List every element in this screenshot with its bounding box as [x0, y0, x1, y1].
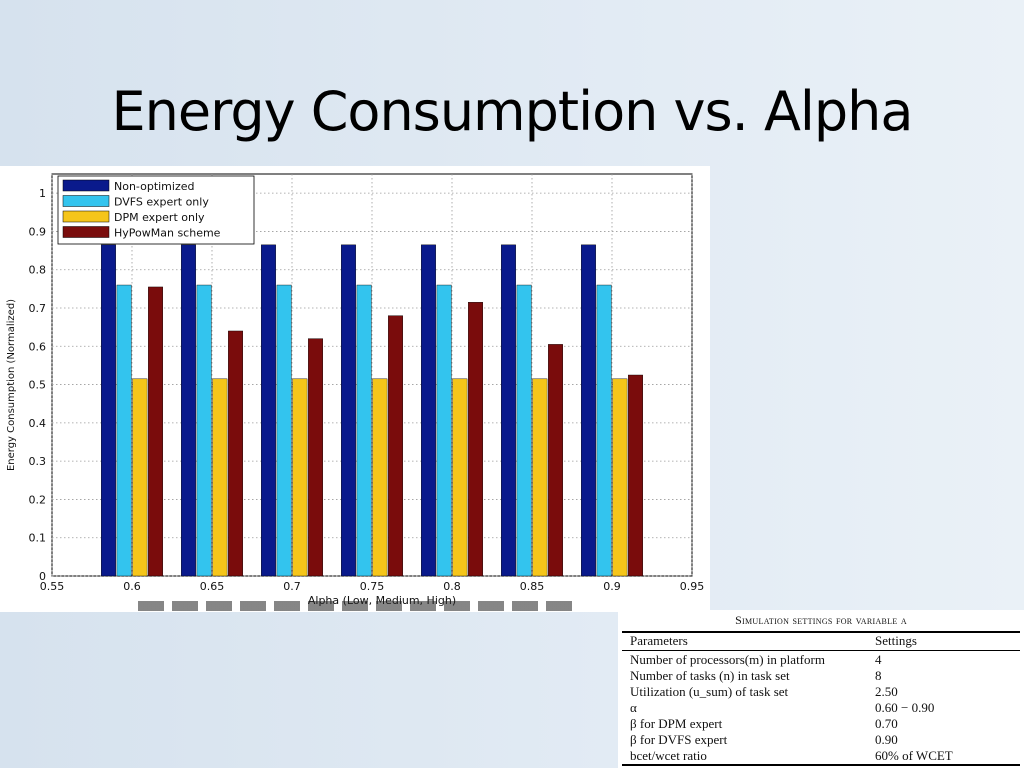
table-row: Number of processors(m) in platform 4	[630, 652, 1020, 668]
bar	[292, 378, 308, 577]
x-tick-label: 0.7	[283, 580, 301, 593]
bar	[372, 378, 388, 577]
y-tick-label: 0.8	[29, 264, 47, 277]
y-tick-label: 0	[39, 570, 46, 583]
table-caption: Simulation settings for variable α	[735, 613, 907, 627]
table-cell-parameter: β for DPM expert	[630, 716, 723, 731]
x-tick-label: 0.8	[443, 580, 461, 593]
legend-label: HyPowMan scheme	[114, 227, 221, 240]
table-cell-setting: 2.50	[875, 684, 898, 699]
table-cell-setting: 0.90	[875, 732, 898, 747]
legend-swatch	[62, 195, 110, 207]
y-tick-label: 0.6	[29, 340, 47, 353]
table-header-parameters: Parameters	[630, 633, 688, 648]
bar	[532, 378, 548, 577]
bar	[261, 244, 276, 577]
bar	[468, 302, 483, 577]
bar	[341, 244, 356, 577]
bar	[100, 244, 116, 577]
bar	[628, 374, 643, 577]
table-cell-parameter: Number of processors(m) in platform	[630, 652, 825, 667]
chart-figure: 0 0.1 0.2 0.3 0.4 0.5 0.6 0.7 0.8 0.9 1 0.55 0.6 0.65…	[0, 166, 710, 612]
x-tick-label: 0.75	[360, 580, 385, 593]
bar	[421, 244, 436, 577]
y-tick-label: 0.9	[29, 225, 47, 238]
table-bottom-rule	[622, 764, 1020, 766]
table-cell-parameter: β for DVFS expert	[630, 732, 728, 747]
bar	[548, 344, 563, 577]
bar	[148, 286, 164, 577]
bar	[212, 378, 228, 577]
table-header-rule	[622, 650, 1020, 651]
table-cell-parameter: Number of tasks (n) in task set	[630, 668, 790, 683]
x-tick-label: 0.6	[123, 580, 141, 593]
bar	[501, 244, 516, 577]
y-axis-label: Energy Consumption (Normalized)	[6, 299, 17, 471]
bar	[196, 284, 212, 577]
bar	[612, 378, 628, 577]
bar	[436, 284, 452, 577]
x-tick-label: 0.85	[520, 580, 545, 593]
bar	[308, 338, 323, 577]
bar	[388, 315, 403, 577]
bar	[116, 284, 132, 577]
simulation-settings-table: Simulation settings for variable α Param…	[618, 610, 1024, 768]
legend-swatch	[62, 179, 110, 192]
table-cell-setting: 4	[875, 652, 882, 667]
bar	[596, 284, 612, 577]
table-row: β for DPM expert 0.70	[630, 716, 1020, 732]
legend-label: DPM expert only	[114, 211, 205, 224]
bar	[180, 244, 196, 577]
y-tick-label: 0.7	[29, 302, 47, 315]
energy-bar-chart: 0 0.1 0.2 0.3 0.4 0.5 0.6 0.7 0.8 0.9 1 0.55 0.6 0.65…	[6, 173, 705, 607]
legend-label: Non-optimized	[114, 180, 194, 193]
y-tick-label: 0.4	[29, 417, 47, 430]
slide-title: Energy Consumption vs. Alpha	[111, 80, 914, 143]
table-cell-parameter: bcet/wcet ratio	[630, 748, 707, 763]
table-header-row: Parameters Settings	[630, 633, 1020, 649]
y-tick-label: 0.1	[29, 532, 47, 545]
table-header-settings: Settings	[875, 633, 917, 648]
table-cell-setting: 60% of WCET	[875, 748, 953, 763]
bar	[452, 378, 468, 577]
y-tick-label: 0.3	[29, 455, 47, 468]
table-cell-setting: 0.70	[875, 716, 898, 731]
legend-label: DVFS expert only	[114, 196, 209, 209]
bar	[228, 330, 244, 577]
x-tick-label: 0.55	[40, 580, 65, 593]
figure-caption-blurred	[138, 601, 578, 611]
table-top-rule	[622, 631, 1020, 633]
x-tick-label: 0.65	[200, 580, 225, 593]
table-cell-parameter: Utilization (u_sum) of task set	[630, 684, 789, 699]
x-tick-label: 0.9	[603, 580, 621, 593]
table-cell-setting: 0.60 − 0.90	[875, 700, 935, 715]
legend-swatch	[62, 210, 110, 223]
y-tick-label: 0.2	[29, 493, 47, 506]
bar	[516, 284, 532, 577]
bar	[356, 284, 372, 577]
table-row: Utilization (u_sum) of task set 2.50	[630, 684, 1020, 700]
y-tick-label: 0.5	[29, 379, 47, 392]
y-tick-label: 1	[39, 187, 46, 200]
bar	[276, 284, 292, 577]
table-row: Number of tasks (n) in task set 8	[630, 668, 1020, 684]
legend-swatch	[62, 226, 110, 238]
bar	[132, 378, 148, 577]
table-cell-parameter: α	[630, 700, 637, 715]
table-row: bcet/wcet ratio 60% of WCET	[630, 748, 1020, 764]
table-cell-setting: 8	[875, 668, 882, 683]
x-tick-label: 0.95	[680, 580, 705, 593]
table-row: β for DVFS expert 0.90	[630, 732, 1020, 748]
table-row: α 0.60 − 0.90	[630, 700, 1020, 716]
bar	[581, 244, 596, 577]
